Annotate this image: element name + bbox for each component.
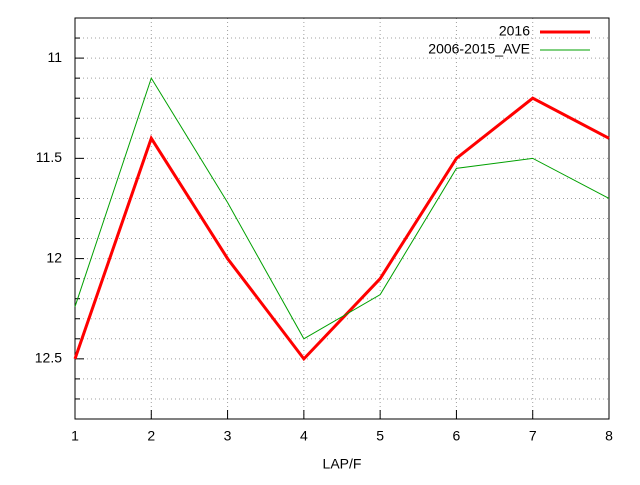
legend-label: 2016 [499,23,530,39]
series-line [74,76,610,340]
legend-label: 2006-2015_AVE [428,41,530,57]
x-tick-label: 2 [147,428,155,444]
x-tick-label: 8 [605,428,613,444]
x-tick-label: 5 [376,428,384,444]
x-tick-label: 4 [300,428,308,444]
y-tick-label: 12.5 [35,350,62,366]
x-axis-label: LAP/F [323,456,362,472]
series-line [73,96,610,362]
y-tick-label: 12 [46,249,62,265]
y-tick-label: 11 [47,49,62,65]
x-tick-label: 6 [453,428,461,444]
x-tick-label: 1 [71,428,79,444]
plot-frame [74,17,610,420]
x-tick-label: 3 [224,428,232,444]
y-tick-label: 11.5 [36,149,62,165]
x-tick-label: 7 [529,428,537,444]
